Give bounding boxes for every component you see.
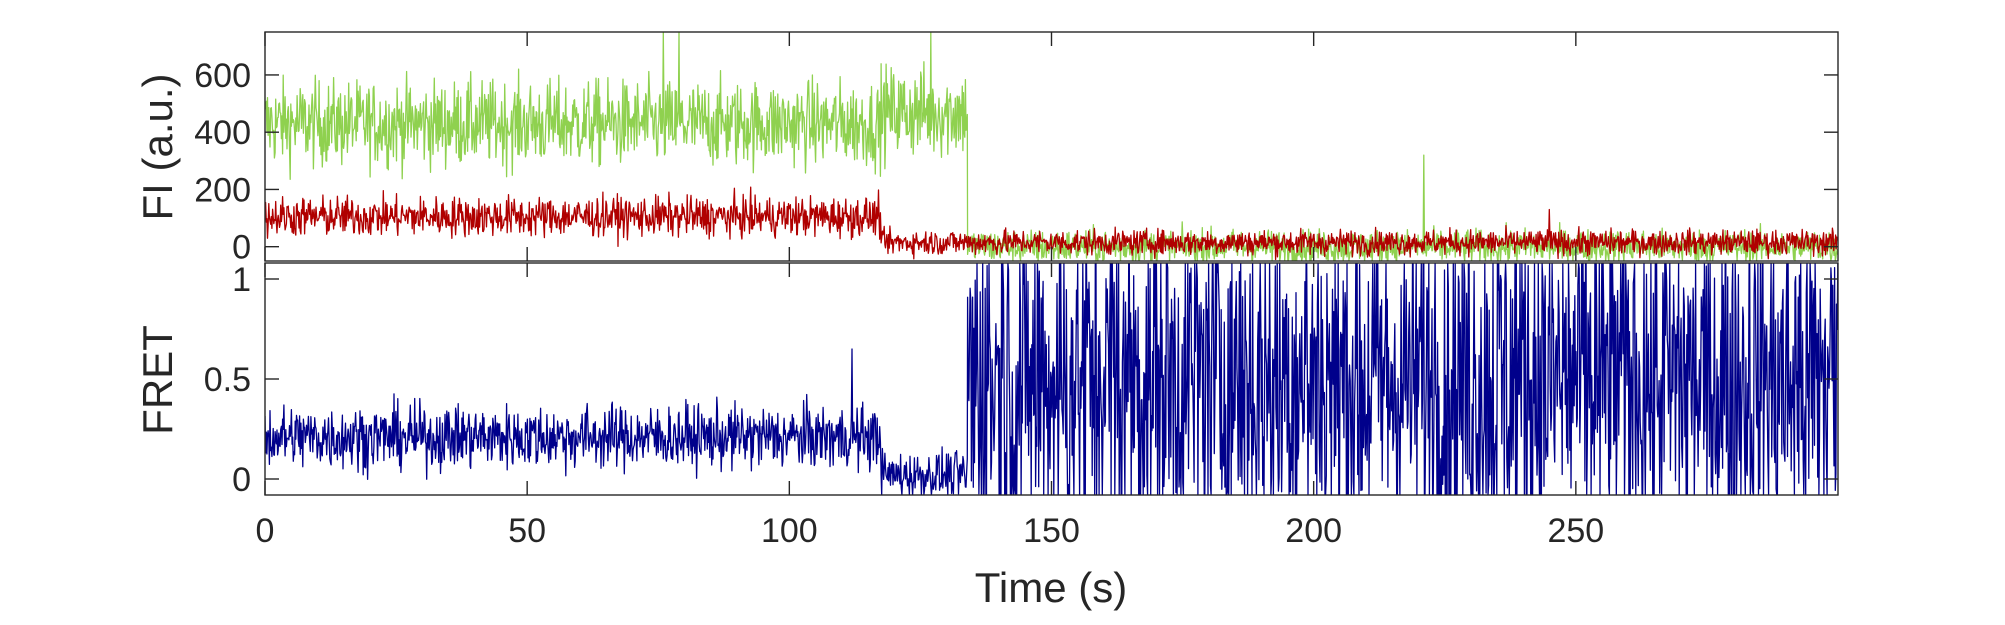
fluorescence-traces [265, 32, 1838, 261]
time-x-axis-label: Time (s) [975, 564, 1127, 611]
fret-panel: 00.51 0 50 100 150 200 250 FRET Time (s) [134, 261, 1839, 611]
fret-trace [265, 263, 1838, 495]
y-tick-label: 200 [194, 171, 251, 209]
fret-traces [265, 263, 1838, 495]
x-tick-label: 150 [1023, 512, 1080, 550]
fluorescence-y-axis-label: FI (a.u.) [134, 73, 181, 220]
x-tick-label: 100 [761, 512, 818, 550]
y-tick-label: 0.5 [204, 361, 251, 399]
acceptor-trace [265, 186, 1838, 261]
y-tick-label: 0 [232, 229, 251, 267]
x-tick-label: 50 [508, 512, 546, 550]
y-tick-label: 400 [194, 114, 251, 152]
fluorescence-panel: 0 200 400 600 FI (a.u.) [134, 31, 1839, 267]
x-tick-label: 250 [1547, 512, 1604, 550]
fret-y-axis-label: FRET [134, 325, 181, 435]
time-x-ticks: 0 50 100 150 200 250 [256, 263, 1604, 550]
x-tick-label: 200 [1285, 512, 1342, 550]
fluorescence-y-ticks: 0 200 400 600 [194, 32, 1838, 267]
x-tick-label: 0 [256, 512, 275, 550]
fret-y-ticks: 00.51 [204, 261, 1838, 499]
y-tick-label: 0 [232, 461, 251, 499]
y-tick-label: 600 [194, 57, 251, 95]
y-tick-label: 1 [232, 261, 251, 299]
